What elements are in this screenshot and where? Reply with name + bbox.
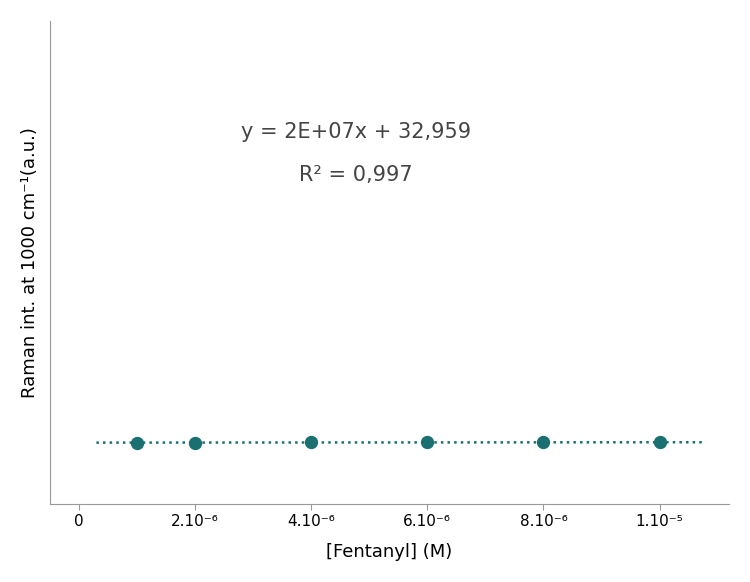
Text: y = 2E+07x + 32,959: y = 2E+07x + 32,959 [241,122,471,142]
Point [653,438,665,447]
Point [422,438,434,447]
Point [189,438,201,447]
Point [538,438,550,447]
X-axis label: [Fentanyl] (M): [Fentanyl] (M) [326,543,453,561]
Point [305,438,317,447]
Text: R² = 0,997: R² = 0,997 [298,165,412,186]
Y-axis label: Raman int. at 1000 cm⁻¹(a.u.): Raman int. at 1000 cm⁻¹(a.u.) [21,127,39,398]
Point [131,438,143,447]
